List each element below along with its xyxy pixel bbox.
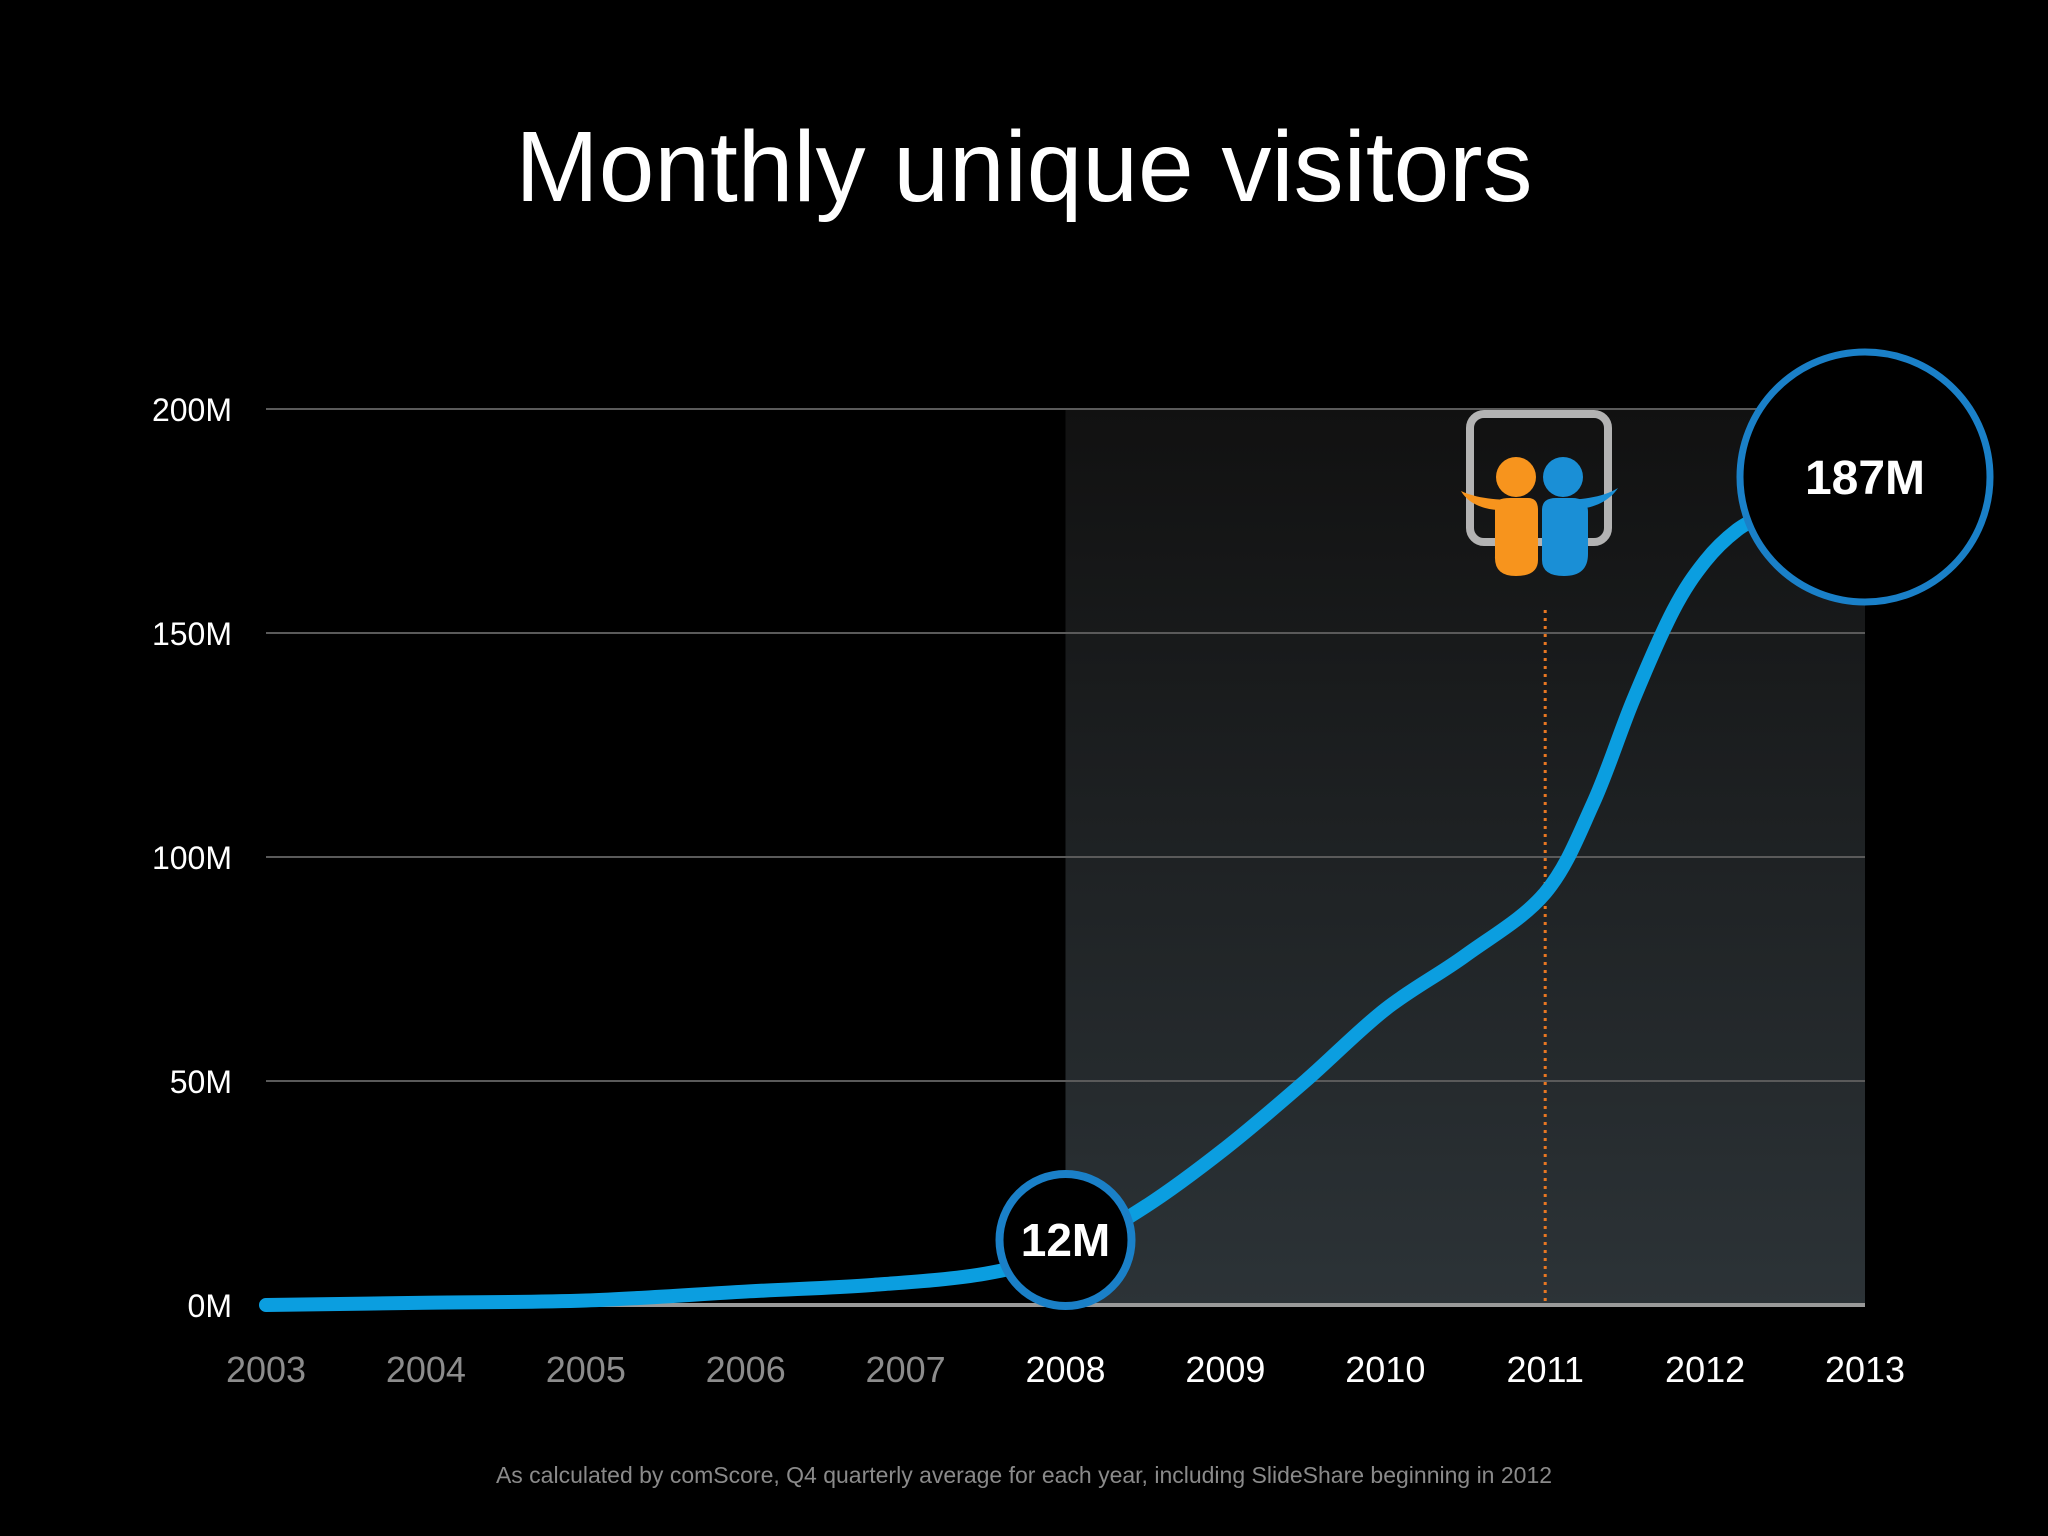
annotation-label: 187M bbox=[1805, 452, 1925, 505]
annotation-bubble bbox=[995, 1170, 1136, 1310]
series-line bbox=[259, 505, 1777, 1312]
x-tick-label: 2009 bbox=[1185, 1349, 1265, 1390]
y-tick-label: 0M bbox=[188, 1288, 232, 1324]
y-tick-label: 100M bbox=[152, 840, 232, 876]
y-tick-label: 200M bbox=[152, 392, 232, 428]
y-tick-label: 50M bbox=[170, 1064, 232, 1100]
x-tick-label: 2013 bbox=[1825, 1349, 1905, 1390]
annotation-bubble bbox=[1736, 348, 1994, 606]
slideshare-logo-icon bbox=[1461, 410, 1618, 576]
x-tick-label: 2008 bbox=[1025, 1349, 1105, 1390]
x-axis-ticks: 2003 2004 2005 2006 2007 2008 2009 2010 2011 2012… bbox=[226, 1349, 1905, 1390]
x-tick-label: 2006 bbox=[706, 1349, 786, 1390]
footnote: As calculated by comScore, Q4 quarterly … bbox=[495, 1462, 1553, 1488]
x-tick-label: 2010 bbox=[1345, 1349, 1425, 1390]
annotation-label: 12M bbox=[1021, 1214, 1110, 1266]
x-tick-label: 2011 bbox=[1506, 1349, 1583, 1390]
x-tick-label: 2004 bbox=[386, 1349, 466, 1390]
slide-title: Monthly unique visitors bbox=[515, 111, 1533, 223]
x-tick-label: 2003 bbox=[226, 1349, 306, 1390]
x-tick-label: 2012 bbox=[1665, 1349, 1745, 1390]
annotation-bubbles: 12M 187M bbox=[995, 348, 1994, 1310]
y-tick-label: 150M bbox=[152, 616, 232, 652]
x-tick-label: 2005 bbox=[546, 1349, 626, 1390]
y-axis-ticks: 0M 50M 100M 150M 200M bbox=[152, 392, 232, 1324]
x-tick-label: 2007 bbox=[866, 1349, 946, 1390]
